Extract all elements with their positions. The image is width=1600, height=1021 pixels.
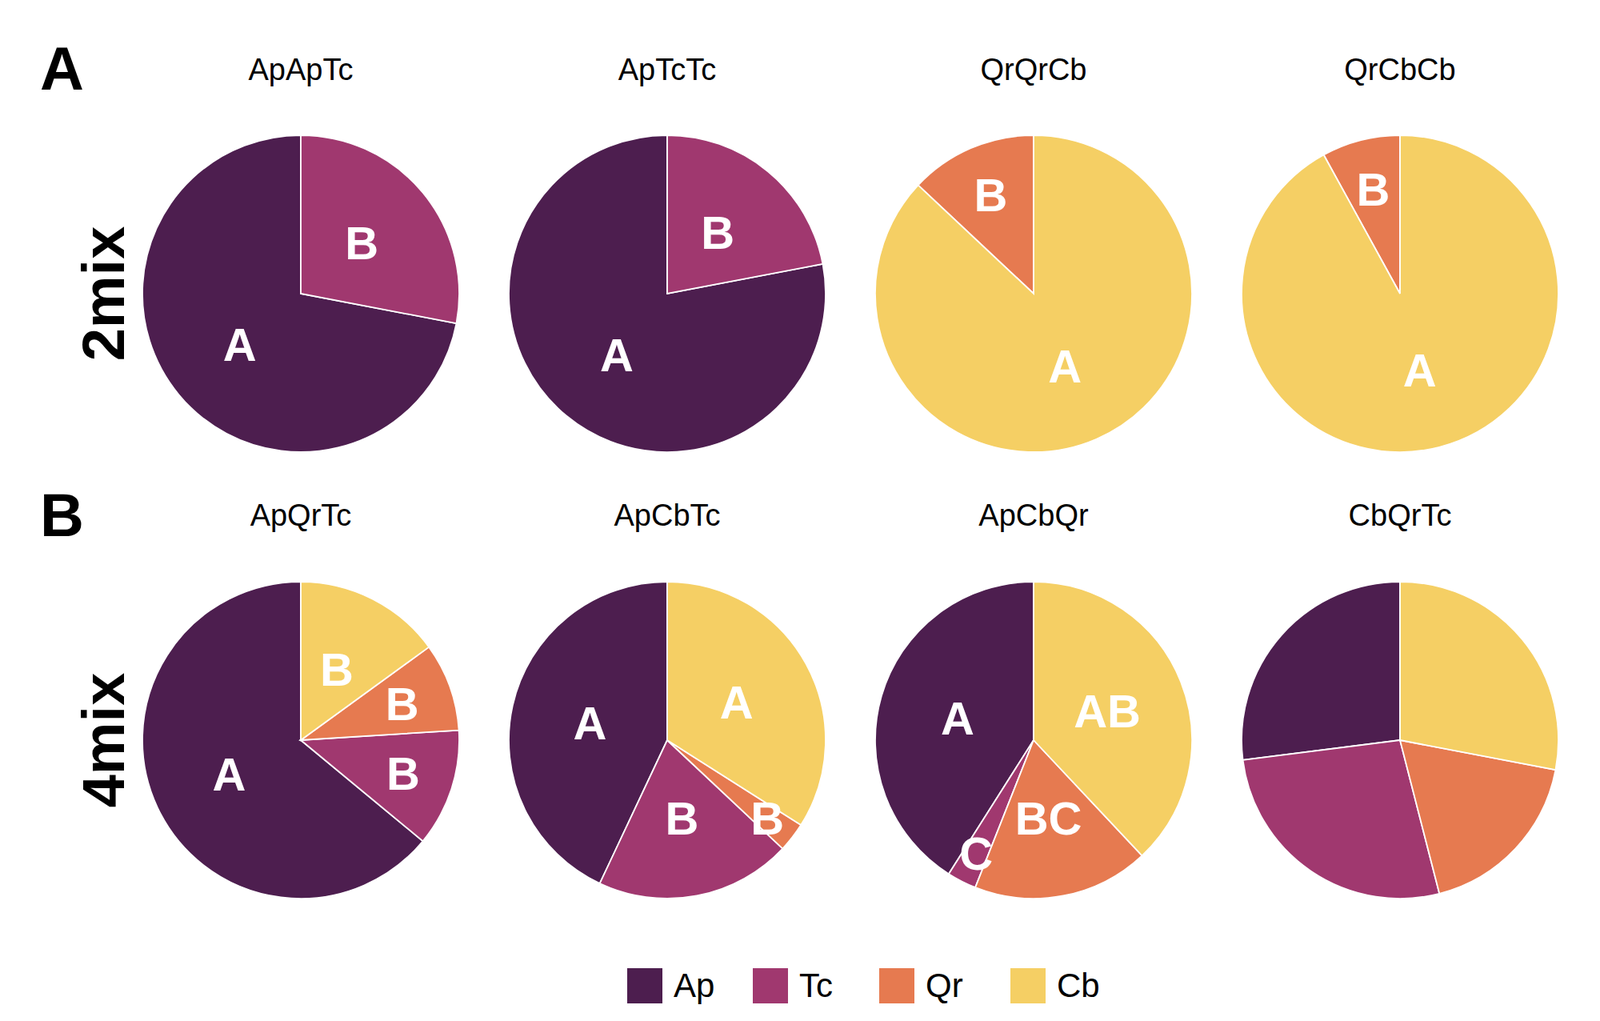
pie-chart: A BB A (508, 581, 826, 899)
legend-label: Tc (799, 966, 833, 1004)
pie-slice (667, 135, 823, 294)
chart-title: ApQrTc (250, 498, 352, 532)
pie-slice (1241, 581, 1400, 760)
chart-title: ApTcTc (618, 52, 716, 87)
slice-letter: A (223, 318, 257, 371)
row-label: 4mix (70, 672, 137, 808)
pie-slice (300, 730, 460, 842)
slice-letter: B (320, 643, 354, 696)
pie-chart: A BBB (142, 581, 460, 899)
chart-title: CbQrTc (1348, 498, 1452, 532)
pie-chart (1241, 581, 1559, 899)
pie-chart: AB (508, 135, 826, 452)
panel-label: A (40, 34, 84, 103)
figure: A2mixB4mixABApApTcABApTcTcBAQrQrCbBAQrCb… (0, 0, 1600, 1021)
pie-chart: A C BC AB (875, 581, 1192, 899)
legend-swatch (752, 968, 788, 1004)
pie-slice (508, 135, 826, 452)
pie-chart: BA (875, 135, 1192, 452)
slice-letter: BC (1015, 792, 1083, 844)
slice-letter: B (1356, 163, 1391, 216)
slice-letter: A (572, 696, 607, 749)
legend-label: Cb (1056, 966, 1100, 1004)
slice-letter: AB (1073, 684, 1141, 737)
slice-letter: A (720, 676, 754, 728)
chart-title: ApCbTc (613, 498, 720, 532)
chart-title: ApApTc (248, 52, 354, 87)
pie-slice (875, 135, 1192, 452)
chart-title: ApCbQr (978, 498, 1089, 532)
slice-letter: B (386, 747, 420, 800)
slice-letter: A (940, 692, 975, 744)
slice-letter: A (1403, 344, 1437, 396)
chart-title: QrCbCb (1344, 52, 1456, 87)
slice-letter: B (385, 677, 420, 730)
panel-label: B (40, 480, 84, 549)
legend-swatch (627, 968, 663, 1004)
legend-swatch (879, 968, 915, 1004)
pie-chart: BA (1241, 135, 1559, 452)
slice-letter: C (959, 827, 993, 880)
legend-label: Ap (673, 966, 715, 1004)
pie-slice (300, 581, 429, 740)
row-label: 2mix (70, 226, 137, 362)
legend: Ap Tc Qr Cb (627, 966, 1100, 1004)
slice-letter: B (700, 206, 735, 259)
slice-letter: A (212, 748, 246, 800)
slice-letter: B (750, 792, 784, 844)
legend-label: Qr (925, 966, 964, 1004)
slice-letter: A (600, 328, 634, 381)
pie-slice (1400, 581, 1559, 770)
slice-letter: B (974, 168, 1008, 221)
slice-letter: A (1048, 340, 1082, 392)
slice-letter: B (665, 792, 700, 844)
chart-title: QrQrCb (980, 52, 1088, 87)
pie-slice (667, 581, 826, 825)
legend-swatch (1010, 968, 1046, 1004)
slice-letter: B (344, 216, 379, 269)
pie-slice (1241, 135, 1559, 452)
pie-chart: AB (142, 135, 460, 452)
pie-slice (300, 135, 460, 324)
